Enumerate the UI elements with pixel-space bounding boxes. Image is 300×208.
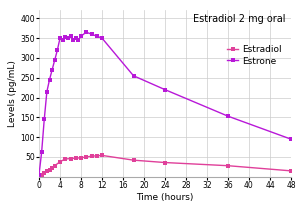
Estrone <box>64 36 67 39</box>
Estrone <box>69 35 72 37</box>
Estrone <box>100 37 104 39</box>
X-axis label: Time (hours): Time (hours) <box>136 193 194 202</box>
Estrone <box>226 115 230 118</box>
Estradiol <box>53 165 57 167</box>
Estradiol <box>43 172 46 174</box>
Estradiol <box>226 165 230 167</box>
Estrone <box>90 33 93 35</box>
Estrone <box>40 151 44 154</box>
Text: Estradiol 2 mg oral: Estradiol 2 mg oral <box>194 14 286 24</box>
Estrone <box>37 173 41 176</box>
Estrone <box>43 118 46 121</box>
Estradiol <box>74 157 77 159</box>
Estradiol <box>79 157 83 159</box>
Estrone <box>56 49 59 51</box>
Estrone <box>289 138 293 140</box>
Estradiol <box>289 170 293 172</box>
Estrone <box>50 69 54 71</box>
Estrone <box>48 78 51 81</box>
Estrone <box>74 37 77 39</box>
Estradiol <box>58 161 62 163</box>
Estrone <box>163 88 167 91</box>
Estrone <box>95 35 98 37</box>
Estradiol <box>64 158 67 160</box>
Estrone <box>85 31 88 33</box>
Estradiol <box>85 156 88 158</box>
Estrone <box>66 37 70 39</box>
Estrone <box>53 59 57 61</box>
Estradiol <box>95 155 98 157</box>
Estradiol <box>163 161 167 164</box>
Estradiol <box>69 157 72 160</box>
Estradiol <box>45 170 49 172</box>
Estrone <box>79 35 83 37</box>
Line: Estrone: Estrone <box>37 30 293 177</box>
Estradiol <box>40 173 44 176</box>
Estradiol <box>37 175 41 177</box>
Estrone <box>76 39 80 41</box>
Estradiol <box>48 168 51 171</box>
Estrone <box>45 90 49 93</box>
Estrone <box>71 39 75 41</box>
Estradiol <box>50 167 54 169</box>
Estrone <box>132 74 135 77</box>
Estrone <box>58 37 62 39</box>
Estradiol <box>100 154 104 157</box>
Estrone <box>61 39 64 41</box>
Y-axis label: Levels (pg/mL): Levels (pg/mL) <box>8 60 17 127</box>
Line: Estradiol: Estradiol <box>37 154 293 178</box>
Legend: Estradiol, Estrone: Estradiol, Estrone <box>227 45 281 66</box>
Estradiol <box>132 159 135 161</box>
Estradiol <box>90 155 93 157</box>
